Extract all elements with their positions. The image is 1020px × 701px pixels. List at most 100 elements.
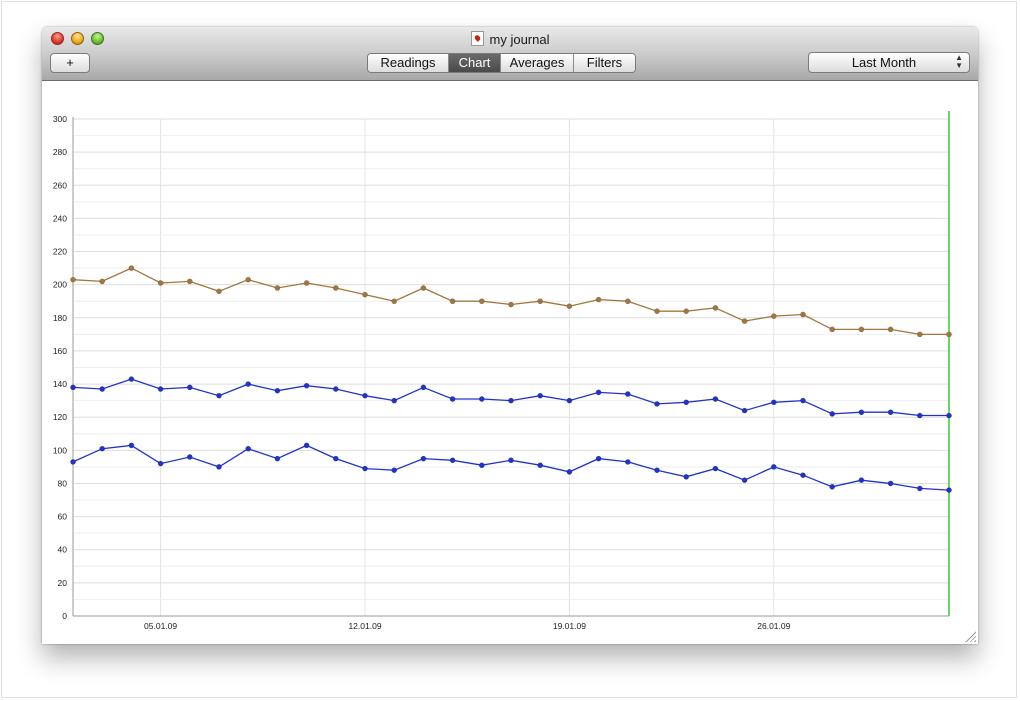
series-3-point[interactable]	[274, 455, 281, 462]
series-1-point[interactable]	[625, 298, 631, 305]
series-2-point[interactable]	[449, 396, 456, 402]
add-reading-button[interactable]: +	[50, 53, 90, 73]
series-3-point[interactable]	[157, 460, 164, 467]
series-2-point[interactable]	[829, 411, 836, 417]
series-3-point[interactable]	[362, 465, 368, 472]
series-1-point[interactable]	[741, 318, 748, 324]
series-1-point[interactable]	[478, 298, 485, 305]
series-1-point[interactable]	[391, 298, 398, 305]
series-1-point[interactable]	[128, 265, 135, 271]
series-1-point[interactable]	[99, 278, 106, 285]
series-3-point[interactable]	[449, 457, 456, 464]
series-3-point[interactable]	[216, 464, 222, 470]
tab-averages[interactable]: Averages	[500, 54, 573, 72]
series-3-point[interactable]	[887, 480, 894, 487]
series-1-point[interactable]	[362, 291, 368, 298]
series-1-point[interactable]	[712, 305, 719, 311]
series-1-point[interactable]	[449, 298, 456, 305]
series-2-point[interactable]	[741, 407, 748, 414]
series-1-point[interactable]	[946, 331, 952, 338]
series-2-point[interactable]	[917, 412, 923, 419]
series-2-point[interactable]	[186, 384, 193, 391]
series-1-point[interactable]	[566, 303, 573, 310]
series-2-point[interactable]	[712, 396, 719, 402]
series-2-point[interactable]	[654, 401, 660, 407]
series-2-point[interactable]	[537, 392, 544, 399]
series-3-point[interactable]	[829, 483, 836, 490]
title-bar[interactable]: my journal + Readings Chart Averages Fil…	[42, 27, 978, 81]
series-2-point[interactable]	[303, 382, 310, 389]
series-1-point[interactable]	[800, 311, 806, 318]
series-3-point[interactable]	[683, 474, 690, 480]
series-2-point[interactable]	[625, 391, 631, 397]
series-3-point[interactable]	[70, 459, 76, 465]
series-2-point[interactable]	[99, 386, 106, 392]
minimize-button[interactable]	[71, 32, 84, 45]
series-1-point[interactable]	[508, 301, 514, 308]
series-3-point[interactable]	[332, 455, 339, 462]
series-1-point[interactable]	[274, 285, 281, 291]
series-3-point[interactable]	[625, 459, 631, 465]
series-1-point[interactable]	[683, 308, 690, 314]
series-1-point[interactable]	[654, 308, 660, 314]
series-2-point[interactable]	[683, 399, 690, 406]
series-1-point[interactable]	[157, 280, 164, 286]
series-2-point[interactable]	[566, 397, 573, 404]
series-3-point[interactable]	[946, 487, 952, 493]
close-button[interactable]	[51, 32, 64, 45]
series-1-point[interactable]	[537, 298, 544, 305]
series-2-point[interactable]	[157, 386, 164, 392]
series-3-point[interactable]	[741, 477, 748, 483]
series-3-point[interactable]	[478, 462, 485, 469]
series-2-point[interactable]	[478, 396, 485, 402]
series-3-point[interactable]	[537, 462, 544, 469]
series-3-point[interactable]	[595, 455, 602, 462]
series-2-point[interactable]	[858, 409, 865, 416]
series-2-point[interactable]	[771, 399, 777, 406]
series-1-point[interactable]	[595, 296, 602, 303]
series-1-point[interactable]	[216, 288, 222, 295]
series-1-point[interactable]	[332, 285, 339, 291]
series-2-point[interactable]	[420, 384, 427, 391]
series-3-point[interactable]	[858, 477, 865, 483]
period-select[interactable]: Last Month ▲ ▼	[808, 52, 970, 73]
series-3-point[interactable]	[917, 485, 923, 492]
series-3-point[interactable]	[508, 457, 514, 464]
series-2-point[interactable]	[332, 386, 339, 392]
tab-filters[interactable]: Filters	[573, 54, 635, 72]
tab-readings[interactable]: Readings	[368, 54, 448, 72]
series-3-point[interactable]	[128, 442, 135, 449]
series-1-point[interactable]	[420, 285, 427, 291]
series-1-point[interactable]	[303, 280, 310, 286]
series-3-point[interactable]	[654, 467, 660, 474]
series-2-point[interactable]	[887, 409, 894, 416]
series-2-point[interactable]	[216, 392, 222, 399]
series-3-point[interactable]	[186, 454, 193, 460]
series-3-point[interactable]	[245, 445, 251, 452]
series-1-point[interactable]	[829, 326, 836, 333]
series-2-point[interactable]	[362, 392, 368, 399]
series-1-point[interactable]	[771, 313, 777, 319]
series-3-point[interactable]	[712, 465, 719, 472]
series-2-point[interactable]	[245, 381, 251, 387]
series-3-point[interactable]	[420, 455, 427, 462]
series-3-point[interactable]	[303, 442, 310, 449]
tab-chart[interactable]: Chart	[448, 54, 500, 72]
series-2-point[interactable]	[70, 384, 76, 391]
series-1-point[interactable]	[887, 326, 894, 333]
series-2-point[interactable]	[800, 397, 806, 404]
resize-grip-icon[interactable]	[965, 631, 976, 642]
series-1-point[interactable]	[858, 326, 865, 333]
series-1-point[interactable]	[245, 276, 251, 283]
series-3-point[interactable]	[771, 464, 777, 470]
series-3-point[interactable]	[566, 469, 573, 475]
series-2-point[interactable]	[595, 389, 602, 396]
series-2-point[interactable]	[946, 412, 952, 419]
series-1-point[interactable]	[917, 331, 923, 338]
series-2-point[interactable]	[391, 397, 398, 404]
series-2-point[interactable]	[128, 376, 135, 382]
series-1-point[interactable]	[70, 276, 76, 283]
series-3-point[interactable]	[800, 472, 806, 478]
series-3-point[interactable]	[391, 467, 398, 474]
series-2-point[interactable]	[508, 397, 514, 404]
